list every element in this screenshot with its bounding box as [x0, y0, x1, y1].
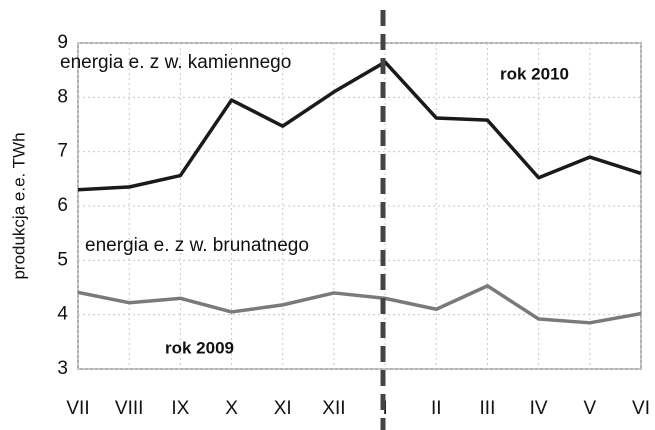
series-label: energia e. z w. brunatnego — [85, 235, 309, 256]
y-axis-label: produkcja e.e. TWh — [9, 132, 28, 279]
y-tick-label: 6 — [57, 195, 68, 216]
x-tick-label: XII — [322, 398, 345, 419]
y-tick-label: 7 — [57, 141, 68, 162]
x-tick-label: V — [583, 398, 596, 419]
x-tick-label: IV — [530, 398, 548, 419]
series-label: energia e. z w. kamiennego — [60, 52, 291, 73]
y-tick-label: 5 — [57, 249, 68, 270]
x-tick-label: III — [480, 398, 496, 419]
x-tick-label: VIII — [115, 398, 144, 419]
x-tick-label: X — [225, 398, 238, 419]
y-tick-label: 9 — [57, 32, 68, 53]
y-tick-label: 3 — [57, 358, 68, 379]
series-line — [77, 60, 642, 192]
x-tick-label: XI — [274, 398, 292, 419]
y-tick-label: 8 — [57, 86, 68, 107]
y-tick-label: 4 — [57, 304, 68, 325]
annotation: rok 2009 — [165, 338, 234, 357]
annotation: rok 2010 — [500, 64, 569, 83]
x-tick-label: VI — [632, 398, 650, 419]
x-tick-label: VII — [66, 398, 89, 419]
x-tick-label: IX — [171, 398, 189, 419]
x-tick-label: II — [431, 398, 442, 419]
series-line — [77, 284, 642, 325]
